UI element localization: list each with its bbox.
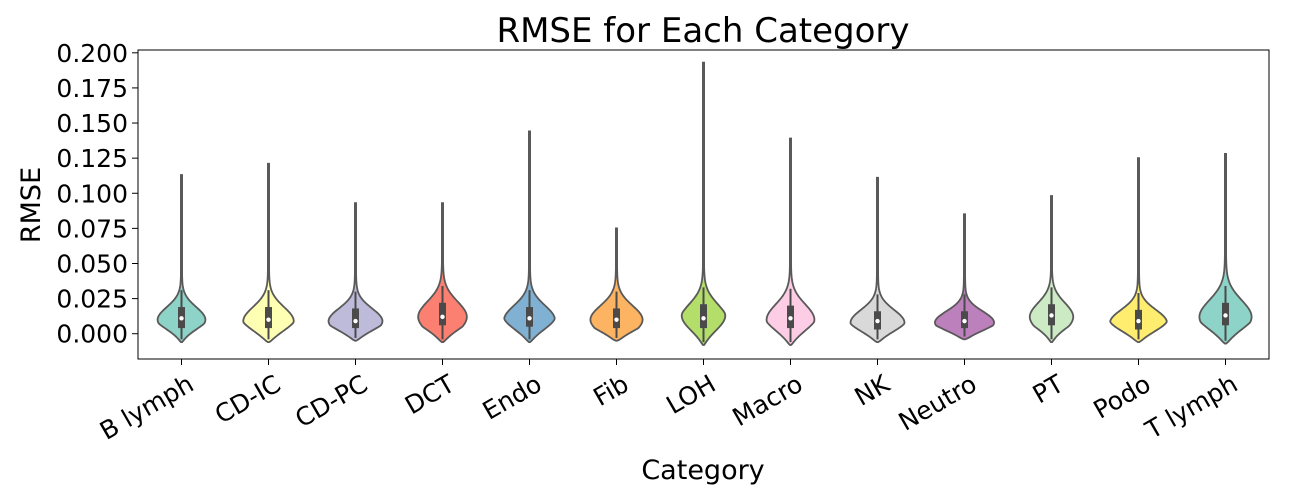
y-tick-label: 0.050 xyxy=(56,249,128,278)
y-tick-label: 0.175 xyxy=(56,74,128,103)
x-tick-label: Endo xyxy=(478,369,547,426)
violin-nk xyxy=(849,176,906,344)
violin-dct xyxy=(417,202,468,344)
median-marker xyxy=(527,316,532,321)
violin-macro xyxy=(765,137,816,346)
median-marker xyxy=(1223,313,1228,318)
violin-b-lymph xyxy=(156,174,207,344)
violin-endo xyxy=(503,130,556,344)
x-tick-label: CD-PC xyxy=(290,369,372,433)
y-tick-label: 0.100 xyxy=(56,179,128,208)
violin-fib xyxy=(589,227,644,342)
plot-frame xyxy=(137,49,1270,360)
y-axis-label: RMSE xyxy=(16,167,47,243)
violin-series xyxy=(156,61,1253,346)
x-axis-label: Category xyxy=(641,455,764,486)
x-tick-label: Macro xyxy=(727,369,807,432)
violin-loh xyxy=(680,61,727,346)
median-marker xyxy=(179,316,184,321)
chart-title: RMSE for Each Category xyxy=(496,11,909,51)
median-marker xyxy=(1136,318,1141,324)
median-marker xyxy=(962,318,967,324)
x-tick-label: NK xyxy=(850,369,895,412)
median-marker xyxy=(614,317,619,322)
y-tick-label: 0.000 xyxy=(56,320,128,349)
y-tick-label: 0.200 xyxy=(56,39,128,68)
violin-cd-pc xyxy=(327,202,384,342)
y-tick-label: 0.025 xyxy=(56,285,128,314)
median-marker xyxy=(701,316,706,321)
violin-pt xyxy=(1028,195,1075,344)
median-marker xyxy=(353,318,358,324)
y-tick-label: 0.150 xyxy=(56,109,128,138)
iqr-box xyxy=(439,302,446,326)
x-tick-label: B lymph xyxy=(95,369,199,446)
x-tick-label: T lymph xyxy=(1140,369,1243,445)
violin-podo xyxy=(1109,157,1168,344)
median-marker xyxy=(1049,313,1054,318)
violin-t-lymph xyxy=(1198,153,1253,345)
x-axis: B lymph CD-IC CD-PC DCT Endo Fib LOH Macro NK Neu… xyxy=(95,359,1243,446)
x-tick-label: LOH xyxy=(661,369,720,420)
y-axis: 0.000 0.025 0.050 0.075 0.100 0.125 0.150 0.175… xyxy=(56,39,138,349)
median-marker xyxy=(788,316,793,321)
y-tick-label: 0.075 xyxy=(56,214,128,243)
x-tick-label: DCT xyxy=(400,369,460,420)
x-tick-label: Fib xyxy=(588,369,633,412)
violin-neutro xyxy=(934,213,995,341)
x-tick-label: PT xyxy=(1028,369,1069,410)
median-marker xyxy=(875,318,880,324)
x-tick-label: Neutro xyxy=(894,369,982,436)
median-marker xyxy=(266,317,271,322)
median-marker xyxy=(440,314,445,320)
x-tick-label: CD-IC xyxy=(210,369,286,429)
iqr-box xyxy=(352,308,359,329)
y-tick-label: 0.125 xyxy=(56,144,128,173)
violin-cd-ic xyxy=(242,162,295,344)
